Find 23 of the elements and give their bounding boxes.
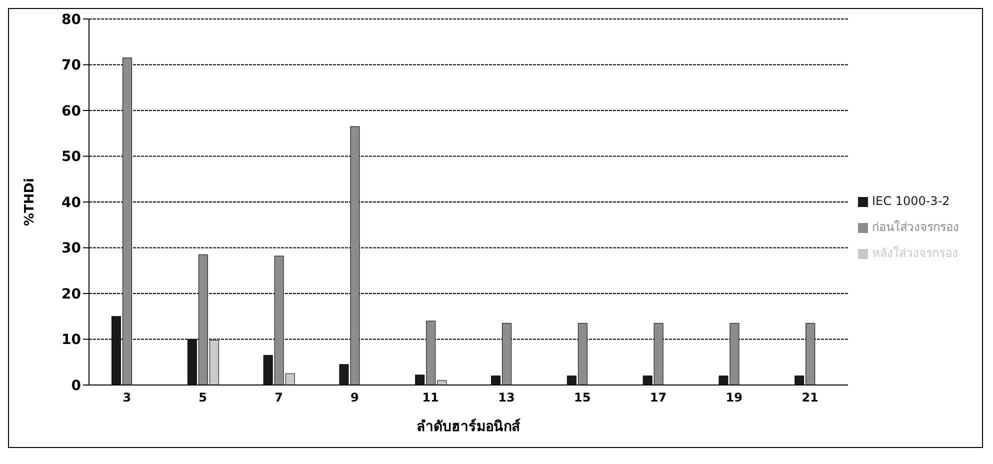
x-tick-label: 11 [422,390,439,405]
legend-label: ก่อนใส่วงจรกรอง [872,220,959,234]
y-tick-label: 20 [62,286,82,302]
x-tick-label: 7 [274,390,283,405]
x-tick-label: 17 [650,390,667,405]
x-axis-title: ลำดับฮาร์มอนิกส์ [416,418,520,435]
x-tick-label: 5 [198,390,208,405]
x-tick-label: 3 [122,390,132,405]
legend-label: IEC 1000-3-2 [872,194,950,208]
y-tick-label: 40 [62,194,82,211]
x-tick-label: 13 [498,390,515,405]
x-tick-label: 21 [802,390,818,405]
x-tick-label: 19 [726,390,742,405]
y-tick-label: 80 [62,12,82,28]
y-tick-label: 60 [62,103,82,120]
y-tick-label: 30 [62,240,82,257]
x-tick-label: 9 [350,390,359,405]
y-tick-label: 70 [62,58,82,74]
y-tick-label: 10 [62,332,82,348]
y-tick-label: 0 [71,378,82,394]
y-axis-title: %THDi [22,178,38,226]
y-tick-label: 50 [62,149,82,166]
x-tick-label: 15 [574,390,591,405]
